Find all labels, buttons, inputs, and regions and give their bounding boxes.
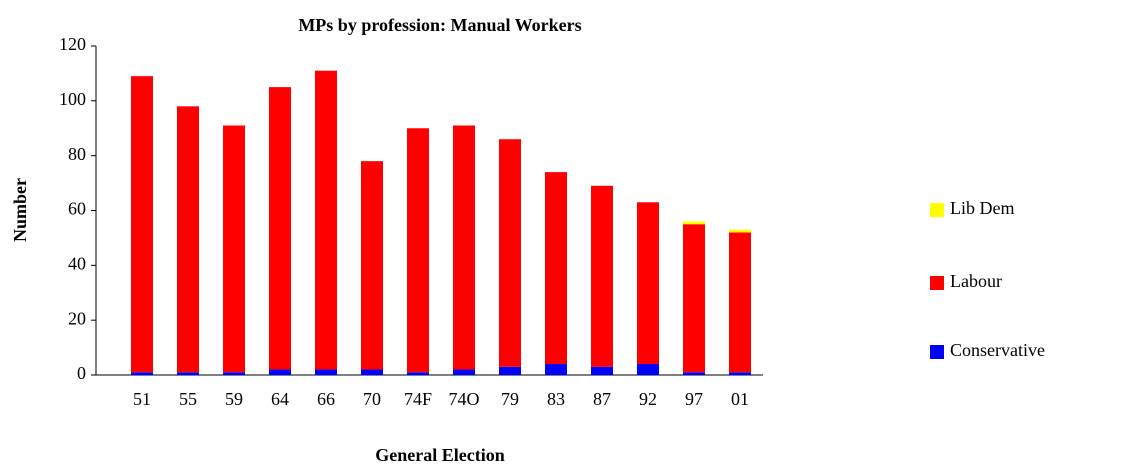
bar-segment <box>453 369 475 375</box>
bar-segment <box>131 76 153 373</box>
bar-segment <box>315 70 337 370</box>
x-tick-label: 51 <box>133 389 151 409</box>
bar-segment <box>683 224 705 373</box>
x-tick-label: 59 <box>225 389 243 409</box>
bar-segment <box>177 106 199 373</box>
bar-segment <box>683 221 705 225</box>
y-tick-label: 20 <box>68 308 86 328</box>
y-tick-label: 60 <box>68 199 86 219</box>
bar-segment <box>591 366 613 375</box>
x-tick-label: 79 <box>501 389 519 409</box>
bar-segment <box>729 372 751 375</box>
x-tick-label: 83 <box>547 389 565 409</box>
bar-segment <box>361 161 383 370</box>
bar-segment <box>545 172 567 365</box>
x-tick-label: 64 <box>271 389 289 409</box>
bar-segment <box>729 229 751 233</box>
x-tick-label: 74F <box>404 389 432 409</box>
legend-swatch <box>930 276 944 290</box>
bar-segment <box>591 185 613 367</box>
bar-segment <box>729 232 751 373</box>
bar-segment <box>223 125 245 373</box>
y-tick-label: 120 <box>59 34 86 54</box>
x-tick-label: 55 <box>179 389 197 409</box>
bar-segment <box>545 364 567 375</box>
bar-segment <box>361 369 383 375</box>
x-tick-label: 01 <box>731 389 749 409</box>
x-tick-label: 92 <box>639 389 657 409</box>
x-tick-label: 87 <box>593 389 611 409</box>
chart-title: MPs by profession: Manual Workers <box>298 15 581 35</box>
y-tick-label: 40 <box>68 253 86 273</box>
x-axis-title: General Election <box>375 445 504 465</box>
bar-segment <box>177 372 199 375</box>
x-tick-label: 97 <box>685 389 703 409</box>
y-tick-label: 80 <box>68 144 86 164</box>
bar-segment <box>407 372 429 375</box>
legend-label: Conservative <box>950 340 1045 360</box>
x-tick-label: 70 <box>363 389 381 409</box>
bar-segment <box>499 139 521 367</box>
bar-segment <box>453 125 475 370</box>
legend-label: Lib Dem <box>950 198 1015 218</box>
legend-swatch <box>930 203 944 217</box>
y-axis-title: Number <box>10 178 30 242</box>
legend-label: Labour <box>950 271 1002 291</box>
bar-segment <box>683 372 705 375</box>
legend-swatch <box>930 345 944 359</box>
bar-segment <box>269 87 291 370</box>
bar-segment <box>223 372 245 375</box>
bar-segment <box>407 128 429 373</box>
bar-segment <box>637 202 659 365</box>
bar-segment <box>269 369 291 375</box>
x-tick-label: 66 <box>317 389 335 409</box>
bar-segment <box>131 372 153 375</box>
x-tick-label: 74O <box>449 389 480 409</box>
bar-segment <box>499 366 521 375</box>
bar-segment <box>637 364 659 375</box>
bar-segment <box>315 369 337 375</box>
y-tick-label: 0 <box>77 363 86 383</box>
y-tick-label: 100 <box>59 89 86 109</box>
